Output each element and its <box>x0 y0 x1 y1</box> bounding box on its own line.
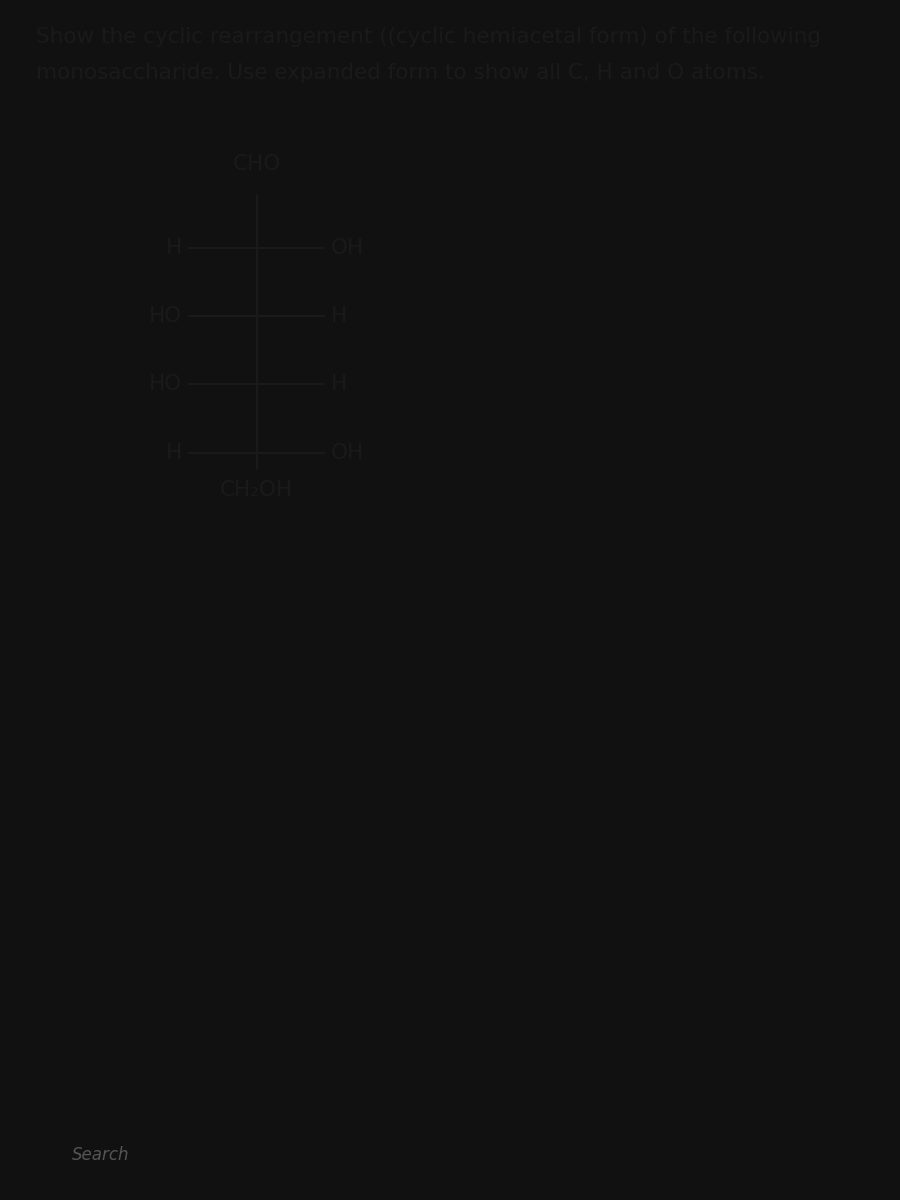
Text: OH: OH <box>331 443 364 463</box>
Text: CHO: CHO <box>232 154 281 174</box>
Text: monosaccharide. Use expanded form to show all C, H and O atoms.: monosaccharide. Use expanded form to sho… <box>36 62 765 83</box>
Text: Show the cyclic rearrangement ((cyclic hemiacetal form) of the following: Show the cyclic rearrangement ((cyclic h… <box>36 28 821 47</box>
Text: HO: HO <box>148 374 182 395</box>
Text: OH: OH <box>331 238 364 258</box>
Text: H: H <box>331 374 347 395</box>
Text: H: H <box>166 238 182 258</box>
Text: CH₂OH: CH₂OH <box>220 480 293 500</box>
Text: H: H <box>166 443 182 463</box>
Text: Search: Search <box>72 1146 130 1164</box>
Text: HO: HO <box>148 306 182 326</box>
Text: H: H <box>331 306 347 326</box>
